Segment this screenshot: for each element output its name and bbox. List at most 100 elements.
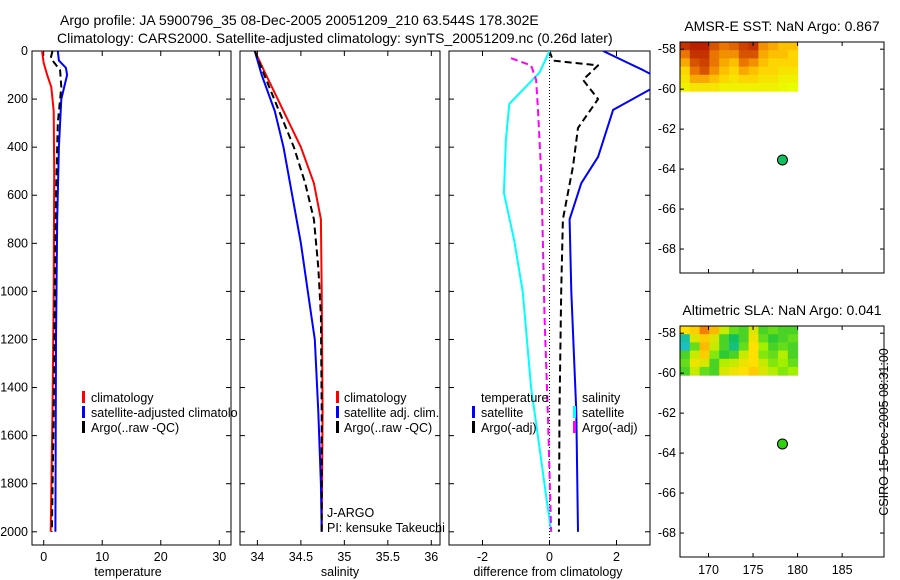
heatmap-cell [699, 334, 710, 343]
legend-swatch-sal-satellite [573, 406, 576, 418]
heatmap-cell [709, 342, 720, 352]
heatmap-cell [719, 358, 730, 368]
legend-swatch-climatology [336, 391, 339, 403]
heatmap-cell [689, 326, 701, 335]
heatmap-cell [758, 58, 769, 68]
y-tick-label: -62 [658, 122, 676, 136]
heatmap-cell [719, 350, 730, 360]
difference-lines [502, 51, 650, 545]
heatmap-cell [699, 366, 710, 376]
heatmap-cell [680, 42, 691, 51]
series-line-temperature-argo-adj- [548, 51, 600, 532]
heatmap-cell [758, 326, 769, 335]
heatmap-cell [699, 58, 710, 68]
heatmap-cell [728, 42, 740, 51]
temperature-lines [41, 50, 69, 532]
y-tick-label: -60 [658, 366, 676, 380]
heatmap-cell [738, 74, 750, 84]
argo-location-marker [776, 438, 788, 450]
heatmap-cell [689, 358, 701, 368]
legend-swatch-satellite [336, 406, 339, 418]
y-tick-label: 200 [7, 92, 28, 106]
heatmap-cell [758, 334, 769, 343]
heatmap-cell [787, 358, 799, 368]
heatmap-cell [748, 358, 759, 368]
difference-legend: temperature satellite Argo(-adj) salinit… [472, 391, 638, 435]
heatmap-cell [728, 326, 740, 335]
heatmap-cell [748, 82, 759, 92]
heatmap-cell [787, 74, 799, 84]
y-tick-label: -68 [658, 526, 676, 540]
x-tick-label: 34 [250, 550, 264, 564]
heatmap-cell [768, 82, 779, 92]
heatmap-cell [728, 74, 740, 84]
heatmap-cell [777, 342, 789, 352]
y-tick-label: -66 [658, 486, 676, 500]
heatmap-cell [680, 366, 691, 376]
heatmap-cell [748, 334, 759, 343]
x-tick-label: 36 [424, 550, 438, 564]
y-tick-label: -60 [658, 82, 676, 96]
heatmap-cell [787, 334, 799, 343]
x-tick-label: 2 [613, 550, 620, 564]
x-tick-label: 175 [743, 563, 764, 577]
legend-swatch-satellite [82, 406, 85, 418]
heatmap-cell [709, 82, 720, 92]
heatmap-cell [728, 366, 740, 376]
heatmap-cell [719, 82, 730, 92]
sla-map-title: Altimetric SLA: NaN Argo: 0.041 [682, 302, 881, 318]
x-tick-label: 30 [212, 550, 226, 564]
legend-swatch-argo [82, 421, 85, 433]
temperature-axes-box [31, 50, 232, 546]
float-pi: PI: kensuke Takeuchi [327, 521, 445, 535]
heatmap-cell [787, 66, 799, 76]
heatmap-cell [680, 66, 691, 76]
heatmap-cell [777, 42, 789, 51]
heatmap-cell [748, 50, 759, 59]
heatmap-cell [787, 350, 799, 360]
heatmap-cell [689, 58, 701, 68]
heatmap-cell [768, 66, 779, 76]
heatmap-cell [748, 66, 759, 76]
legend-label: satellite [582, 406, 624, 420]
salinity-panel: 34 34.5 35 35.5 36 [239, 50, 441, 564]
sla_map-axes-box [679, 325, 885, 558]
heatmap-cell [787, 366, 799, 376]
x-tick-label: 20 [154, 550, 168, 564]
heatmap-cell [787, 326, 799, 335]
legend-label: Argo(-adj) [582, 421, 638, 435]
y-tick-label: -66 [658, 202, 676, 216]
heatmap-cell [777, 350, 789, 360]
temperature-legend: climatology satellite-adjusted climatolo… [82, 391, 238, 435]
x-tick-label: 0 [546, 550, 553, 564]
heatmap-cell [680, 358, 691, 368]
sst-map-title: AMSR-E SST: NaN Argo: 0.867 [684, 18, 880, 34]
heatmap-cell [748, 74, 759, 84]
series-line-climatology [41, 50, 56, 532]
heatmap-cell [709, 66, 720, 76]
heatmap-cell [787, 342, 799, 352]
x-tick-label: 185 [832, 563, 853, 577]
heatmap-cell [738, 42, 750, 51]
heatmap-cell [709, 366, 720, 376]
heatmap-cell [768, 74, 779, 84]
heatmap-cell [728, 350, 740, 360]
heatmap-cell [758, 66, 769, 76]
temperature-panel: 0 10 20 30 0 200 400 600 800 1000 1200 1400 1600 1800… [0, 44, 232, 564]
heatmap-cell [748, 366, 759, 376]
heatmap-cell [728, 82, 740, 92]
heatmap-cell [728, 342, 740, 352]
heatmap-cell [738, 358, 750, 368]
y-tick-label: -64 [658, 162, 676, 176]
heatmap-cell [680, 50, 691, 59]
heatmap-cell [777, 82, 789, 92]
heatmap-cell [719, 366, 730, 376]
credit-text: CSIRO 15-Dec-2005 08:31:00 [877, 348, 891, 516]
heatmap-cell [699, 74, 710, 84]
legend-label: satellite adj. clim. [344, 406, 439, 420]
heatmap-cell [738, 50, 750, 59]
x-tick-label: 35 [337, 550, 351, 564]
heatmap-cell [719, 58, 730, 68]
heatmap-cell [777, 74, 789, 84]
